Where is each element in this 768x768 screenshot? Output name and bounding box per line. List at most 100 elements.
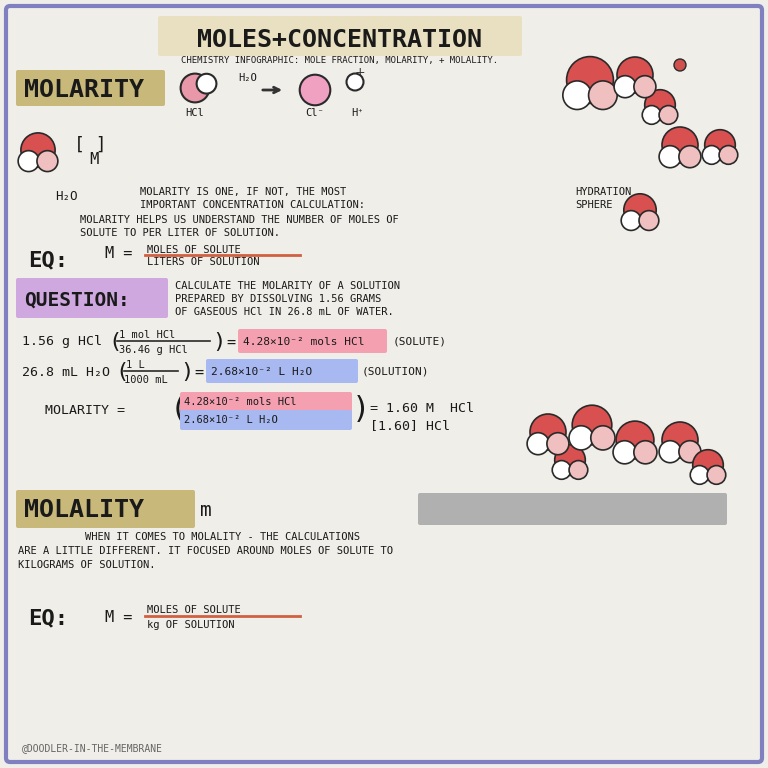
FancyBboxPatch shape [6,6,762,762]
Text: [ ]: [ ] [74,136,106,154]
Circle shape [634,76,656,98]
Text: M =: M = [105,246,132,260]
Text: MOLES OF SOLUTE: MOLES OF SOLUTE [147,605,240,615]
Circle shape [621,210,641,230]
Circle shape [662,422,698,458]
Circle shape [18,151,39,171]
Text: 4.28×10⁻² mols HCl: 4.28×10⁻² mols HCl [243,337,365,347]
FancyBboxPatch shape [16,70,165,106]
Text: 36.46 g HCl: 36.46 g HCl [119,345,187,355]
Circle shape [180,74,210,102]
Text: H₂O: H₂O [55,190,78,204]
Circle shape [679,441,701,462]
Text: (SOLUTION): (SOLUTION) [362,367,429,377]
Text: M =: M = [105,611,132,625]
Circle shape [547,432,569,455]
Text: PREPARED BY DISSOLVING 1.56 GRAMS: PREPARED BY DISSOLVING 1.56 GRAMS [175,294,381,304]
Text: HCl: HCl [186,108,204,118]
Text: KILOGRAMS OF SOLUTION.: KILOGRAMS OF SOLUTION. [18,560,155,570]
Text: ARE A LITTLE DIFFERENT. IT FOCUSED AROUND MOLES OF SOLUTE TO: ARE A LITTLE DIFFERENT. IT FOCUSED AROUN… [18,546,393,556]
Circle shape [588,81,617,110]
Text: m: m [200,501,212,519]
Circle shape [197,74,217,94]
Circle shape [642,105,661,124]
Text: ): ) [180,362,194,382]
Text: MOLARITY IS ONE, IF NOT, THE MOST: MOLARITY IS ONE, IF NOT, THE MOST [140,187,346,197]
FancyBboxPatch shape [16,278,168,318]
Text: =: = [226,335,235,349]
Circle shape [527,432,549,455]
Text: ): ) [212,332,225,352]
Text: +: + [355,67,366,80]
Text: 1 L: 1 L [126,360,144,370]
Text: Cl⁻: Cl⁻ [306,108,324,118]
FancyBboxPatch shape [206,359,358,383]
Text: 1000 mL: 1000 mL [124,375,167,385]
Circle shape [702,146,721,164]
Circle shape [659,105,678,124]
Text: (SOLUTE): (SOLUTE) [393,337,447,347]
Text: IMPORTANT CONCENTRATION CALCULATION:: IMPORTANT CONCENTRATION CALCULATION: [140,200,365,210]
Circle shape [530,414,566,450]
Circle shape [707,465,726,485]
Circle shape [662,127,698,163]
Text: CHEMISTRY INFOGRAPHIC: MOLE FRACTION, MOLARITY, + MOLALITY.: CHEMISTRY INFOGRAPHIC: MOLE FRACTION, MO… [181,55,498,65]
Circle shape [705,130,735,161]
FancyBboxPatch shape [180,410,352,430]
Circle shape [300,74,330,105]
Text: OF GASEOUS HCl IN 26.8 mL OF WATER.: OF GASEOUS HCl IN 26.8 mL OF WATER. [175,307,394,317]
Text: 1.56 g HCl: 1.56 g HCl [22,336,102,349]
Circle shape [37,151,58,171]
Circle shape [693,450,723,480]
FancyBboxPatch shape [180,392,352,412]
Text: CALCULATE THE MOLARITY OF A SOLUTION: CALCULATE THE MOLARITY OF A SOLUTION [175,281,400,291]
Circle shape [346,74,363,91]
Circle shape [569,425,593,450]
Circle shape [614,76,636,98]
Circle shape [591,425,615,450]
Circle shape [613,441,636,464]
Text: (: ( [108,332,121,352]
Text: MOLARITY =: MOLARITY = [45,403,125,416]
Text: 26.8 mL H₂O: 26.8 mL H₂O [22,366,110,379]
Circle shape [567,57,614,104]
Text: 2.68×10⁻² L H₂O: 2.68×10⁻² L H₂O [211,367,313,377]
Circle shape [679,146,701,167]
Text: ): ) [352,396,370,425]
Text: [1.60] HCl: [1.60] HCl [370,419,450,432]
Circle shape [616,421,654,459]
Text: =: = [194,365,203,379]
Text: EQ:: EQ: [28,250,68,270]
Text: MOLARITY: MOLARITY [24,78,144,102]
Circle shape [563,81,591,110]
Circle shape [554,445,585,475]
Text: EQ:: EQ: [28,608,68,628]
Text: 1 mol HCl: 1 mol HCl [119,330,175,340]
Text: H₂O: H₂O [239,73,257,83]
Circle shape [569,461,588,479]
Text: H⁺: H⁺ [352,108,364,118]
Text: M: M [81,153,99,167]
Circle shape [552,461,571,479]
Circle shape [572,406,612,445]
Circle shape [690,465,709,485]
Text: WHEN IT COMES TO MOLALITY - THE CALCULATIONS: WHEN IT COMES TO MOLALITY - THE CALCULAT… [85,532,360,542]
Circle shape [639,210,659,230]
Text: MOLES OF SOLUTE: MOLES OF SOLUTE [147,245,240,255]
Text: @DOODLER-IN-THE-MEMBRANE: @DOODLER-IN-THE-MEMBRANE [22,743,163,753]
Text: = 1.60 M  HCl: = 1.60 M HCl [370,402,474,415]
Circle shape [659,146,681,167]
Circle shape [617,57,653,93]
Text: (: ( [170,396,188,425]
Text: LITERS OF SOLUTION: LITERS OF SOLUTION [147,257,260,267]
Text: MOLES+CONCENTRATION: MOLES+CONCENTRATION [197,28,482,52]
Text: 2.68×10⁻² L H₂O: 2.68×10⁻² L H₂O [184,415,278,425]
Text: SOLUTE TO PER LITER OF SOLUTION.: SOLUTE TO PER LITER OF SOLUTION. [80,228,280,238]
Circle shape [719,146,738,164]
Text: MOLALITY: MOLALITY [24,498,144,522]
FancyBboxPatch shape [158,16,522,56]
Circle shape [659,441,681,462]
Text: SPHERE: SPHERE [575,200,613,210]
Text: 4.28×10⁻² mols HCl: 4.28×10⁻² mols HCl [184,397,296,407]
Circle shape [624,194,656,227]
